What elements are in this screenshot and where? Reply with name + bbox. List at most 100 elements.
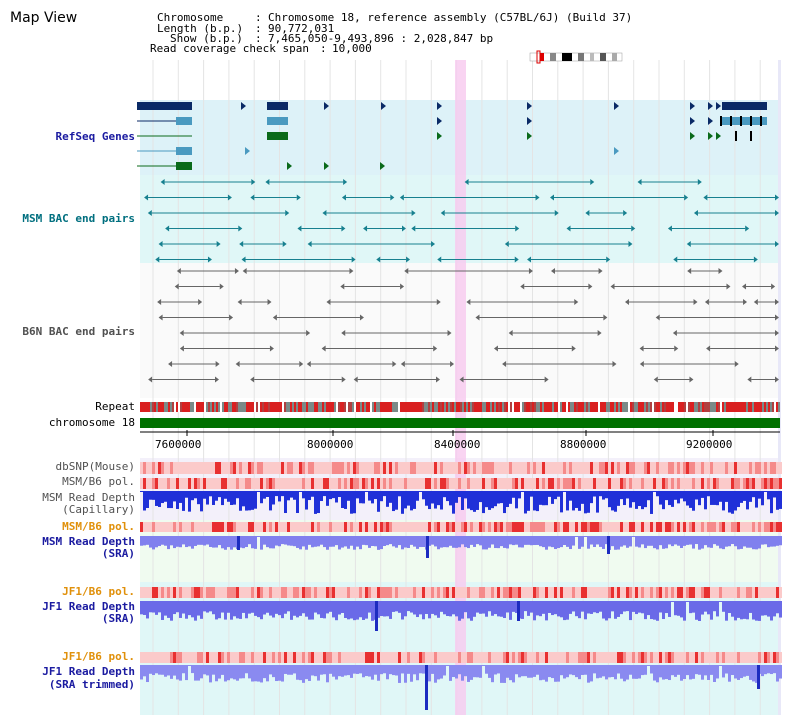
polymorphism-cell <box>593 462 596 474</box>
polymorphism-cell <box>230 462 233 474</box>
polymorphism-cell <box>401 652 404 663</box>
polymorphism-cell <box>464 522 467 532</box>
polymorphism-cell <box>731 522 734 532</box>
read-depth-bar <box>362 491 365 504</box>
polymorphism-cell <box>467 478 470 489</box>
polymorphism-cell <box>341 462 344 474</box>
repeat-segment <box>196 402 198 412</box>
repeat-segment <box>690 402 692 412</box>
msm-bac-pair-end <box>144 194 149 201</box>
polymorphism-cell <box>218 652 221 663</box>
polymorphism-cell <box>650 652 653 663</box>
read-depth-bar <box>239 601 242 619</box>
read-depth-bar <box>284 665 287 674</box>
msm-bac-pair-end <box>406 256 411 263</box>
read-depth-bar <box>581 601 584 612</box>
read-depth-bar <box>329 536 332 547</box>
read-depth-bar <box>449 536 452 546</box>
read-depth-bar <box>356 491 359 499</box>
msm-bac-pair-end <box>697 179 702 185</box>
read-depth-bar <box>704 536 707 546</box>
polymorphism-cell <box>362 462 365 474</box>
polymorphism-cell <box>269 522 272 532</box>
read-depth-bar <box>218 491 221 498</box>
read-depth-bar <box>656 491 659 497</box>
read-depth-bar <box>746 601 749 620</box>
repeat-segment <box>482 402 484 412</box>
polymorphism-cell <box>560 478 563 489</box>
repeat-segment <box>252 402 254 412</box>
track-label-b6n-bac: B6N BAC end pairs <box>22 325 135 338</box>
read-depth-bar <box>389 536 392 545</box>
polymorphism-cell <box>344 522 347 532</box>
polymorphism-cell <box>380 478 383 489</box>
gene-exon <box>267 132 288 140</box>
polymorphism-cell <box>290 462 293 474</box>
polymorphism-cell <box>410 652 413 663</box>
polymorphism-cell <box>764 522 767 532</box>
read-depth-bar <box>194 665 197 681</box>
read-depth-bar <box>557 536 560 549</box>
read-depth-bar <box>491 601 494 616</box>
polymorphism-cell <box>530 478 533 489</box>
polymorphism-cell <box>518 587 521 598</box>
repeat-segment <box>380 402 382 412</box>
polymorphism-cell <box>776 652 779 663</box>
read-depth-bar <box>332 536 335 547</box>
gene-arrow <box>324 102 329 110</box>
polymorphism-cell <box>290 587 293 598</box>
polymorphism-cell <box>683 522 686 532</box>
polymorphism-cell <box>509 462 512 474</box>
read-depth-bar <box>581 665 584 675</box>
polymorphism-cell <box>452 652 455 663</box>
polymorphism-cell <box>683 587 686 598</box>
polymorphism-cell <box>698 652 701 663</box>
polymorphism-cell <box>383 522 386 532</box>
read-depth-bar <box>515 665 518 675</box>
read-depth-bar <box>248 491 251 511</box>
read-depth-bar <box>485 601 488 617</box>
repeat-segment <box>172 402 174 412</box>
repeat-segment <box>178 402 180 412</box>
read-depth-bar <box>296 491 299 514</box>
b6n-bac-pair-end <box>528 268 533 274</box>
polymorphism-cell <box>275 522 278 532</box>
read-depth-bar <box>263 536 266 545</box>
polymorphism-cell <box>722 478 725 489</box>
polymorphism-cell <box>707 652 710 663</box>
gene-exon <box>176 117 192 125</box>
polymorphism-cell <box>377 478 380 489</box>
polymorphism-cell <box>536 652 539 663</box>
read-depth-bar <box>311 665 314 676</box>
read-depth-bar <box>551 665 554 679</box>
repeat-segment <box>400 402 402 412</box>
read-depth-bar <box>140 536 143 546</box>
polymorphism-cell <box>734 478 737 489</box>
read-depth-bar <box>224 665 227 682</box>
polymorphism-cell <box>209 462 212 474</box>
polymorphism-cell <box>671 478 674 489</box>
polymorphism-cell <box>761 462 764 474</box>
msm-bac-pair-end <box>341 194 346 201</box>
polymorphism-cell <box>662 522 665 532</box>
read-depth-bar <box>542 665 545 680</box>
gene-arrow <box>437 117 442 125</box>
polymorphism-cell <box>395 462 398 474</box>
read-depth-bar <box>362 536 365 545</box>
repeat-segment <box>294 402 296 412</box>
repeat-segment <box>732 402 734 412</box>
read-depth-bar <box>347 601 350 620</box>
msm-bac-pair-end <box>437 256 442 263</box>
polymorphism-cell <box>737 462 740 474</box>
read-depth-bar <box>245 491 248 511</box>
read-depth-bar <box>599 665 602 678</box>
polymorphism-cell <box>176 462 179 474</box>
read-depth-bar <box>545 601 548 621</box>
read-depth-bar <box>686 665 689 676</box>
polymorphism-cell <box>485 478 488 489</box>
polymorphism-cell <box>272 522 275 532</box>
repeat-segment <box>640 402 642 412</box>
polymorphism-cell <box>419 478 422 489</box>
repeat-segment <box>616 402 618 412</box>
